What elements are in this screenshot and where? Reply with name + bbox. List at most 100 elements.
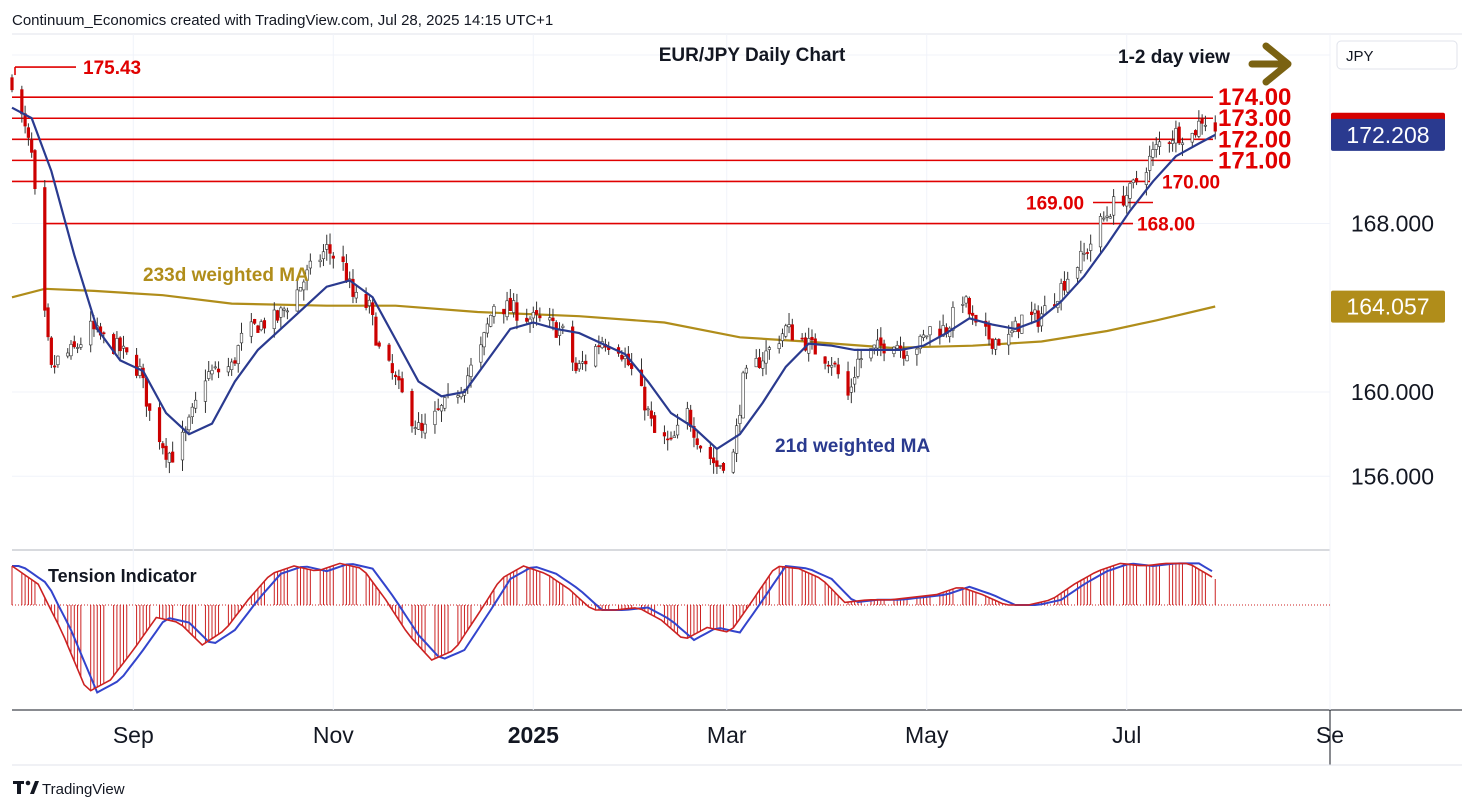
candle-149 (695, 431, 699, 450)
candle-55 (262, 317, 267, 334)
candle-10 (56, 355, 60, 368)
candle-83 (393, 371, 398, 386)
candle-133 (623, 347, 627, 368)
candle-74 (351, 269, 355, 304)
candle-143 (669, 431, 673, 441)
candle-245 (1134, 170, 1139, 186)
level-label-0: 175.43 (83, 58, 141, 79)
candle-33 (164, 438, 168, 468)
svg-text:164.057: 164.057 (1346, 294, 1429, 320)
candle-11 (66, 348, 70, 359)
x-tick-label-1: Nov (313, 722, 354, 748)
candle-91 (433, 401, 437, 434)
level-label-7: 168.00 (1137, 215, 1195, 236)
candle-89 (420, 414, 424, 439)
level-label-4: 171.00 (1218, 147, 1291, 174)
candle-48 (233, 357, 237, 367)
candle-13 (72, 335, 76, 349)
candle-140 (653, 411, 657, 433)
candle-192 (895, 340, 899, 349)
candle-199 (925, 335, 929, 340)
candle-6 (43, 180, 47, 317)
candle-198 (921, 329, 926, 342)
level-label-2: 173.00 (1218, 105, 1291, 132)
candle-54 (259, 319, 263, 332)
candle-160 (744, 364, 749, 380)
candle-179 (833, 360, 837, 368)
candle-45 (216, 361, 221, 379)
candle-23 (118, 336, 122, 362)
candle-250 (1157, 131, 1162, 155)
candle-93 (439, 403, 444, 422)
candle-137 (643, 377, 647, 421)
candle-244 (1131, 178, 1135, 189)
candle-94 (443, 396, 447, 412)
candle-0 (10, 74, 14, 93)
candle-188 (875, 329, 880, 356)
candle-4 (30, 132, 34, 158)
candle-26 (134, 347, 139, 379)
candle-106 (502, 308, 506, 324)
y-tick-label-1: 168.000 (1351, 211, 1434, 237)
candle-104 (489, 314, 493, 328)
candle-123 (577, 360, 581, 372)
candles (10, 74, 1217, 474)
candle-252 (1171, 130, 1175, 152)
candle-47 (230, 358, 234, 376)
candle-236 (1098, 213, 1103, 253)
candle-221 (1030, 301, 1034, 325)
candle-67 (321, 244, 326, 267)
candle-44 (213, 361, 217, 370)
candle-165 (767, 345, 771, 360)
candle-80 (377, 340, 381, 349)
candle-195 (905, 350, 909, 362)
currency-selector[interactable] (1336, 40, 1458, 70)
currency-label: JPY (1346, 48, 1374, 65)
candle-84 (397, 369, 401, 390)
candle-158 (738, 404, 742, 433)
candle-66 (318, 254, 322, 268)
candle-79 (374, 312, 378, 346)
candle-259 (1200, 114, 1204, 135)
candle-213 (990, 338, 994, 355)
candle-88 (416, 412, 421, 430)
tradingview-logo-icon (13, 780, 39, 794)
candle-230 (1066, 271, 1070, 294)
candle-207 (964, 295, 968, 308)
candle-169 (787, 313, 791, 334)
candle-174 (810, 329, 814, 350)
candle-7 (46, 303, 50, 341)
candle-110 (515, 293, 519, 330)
candle-164 (764, 340, 768, 375)
candle-151 (708, 441, 712, 465)
candle-183 (853, 366, 857, 393)
candle-15 (79, 337, 83, 350)
level-label-5: 170.00 (1162, 172, 1220, 193)
candle-197 (918, 334, 922, 354)
candle-78 (371, 299, 375, 326)
candle-258 (1197, 110, 1201, 139)
candle-232 (1079, 240, 1083, 274)
candle-92 (436, 398, 440, 412)
candle-32 (161, 441, 165, 455)
candle-180 (836, 357, 840, 379)
candle-176 (823, 356, 827, 370)
view-label: 1-2 day view (1118, 47, 1230, 68)
candle-87 (413, 420, 417, 435)
ma233-layer (11, 287, 1216, 349)
candle-242 (1125, 186, 1129, 214)
candle-253 (1174, 120, 1178, 153)
candle-108 (508, 288, 512, 312)
x-tick-label-4: May (905, 722, 949, 748)
candle-229 (1062, 271, 1067, 296)
x-tick-label-5: Jul (1112, 722, 1141, 748)
candle-62 (298, 287, 303, 292)
candle-260 (1203, 115, 1208, 132)
candle-185 (859, 349, 863, 369)
candle-49 (236, 344, 240, 373)
candle-251 (1167, 140, 1171, 153)
candle-38 (187, 414, 191, 435)
candle-51 (249, 313, 253, 344)
candle-60 (285, 307, 290, 320)
